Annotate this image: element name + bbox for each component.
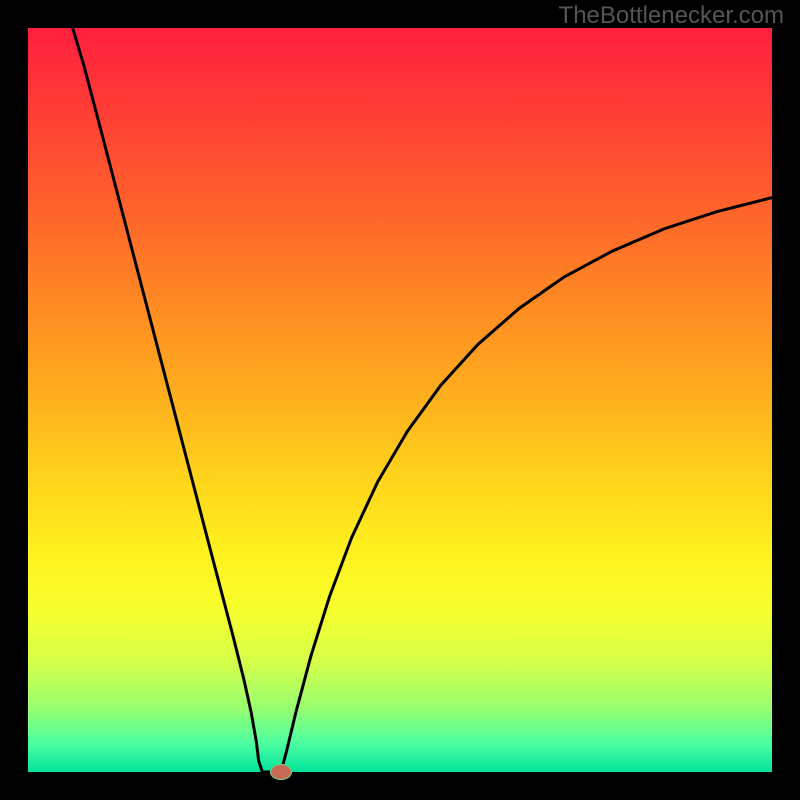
- optimal-point-marker: [270, 764, 292, 780]
- plot-area: [28, 28, 772, 772]
- chart-frame: TheBottlenecker.com: [0, 0, 800, 800]
- bottleneck-curve: [73, 28, 772, 772]
- watermark-text: TheBottlenecker.com: [559, 2, 784, 30]
- chart-svg: [28, 28, 772, 772]
